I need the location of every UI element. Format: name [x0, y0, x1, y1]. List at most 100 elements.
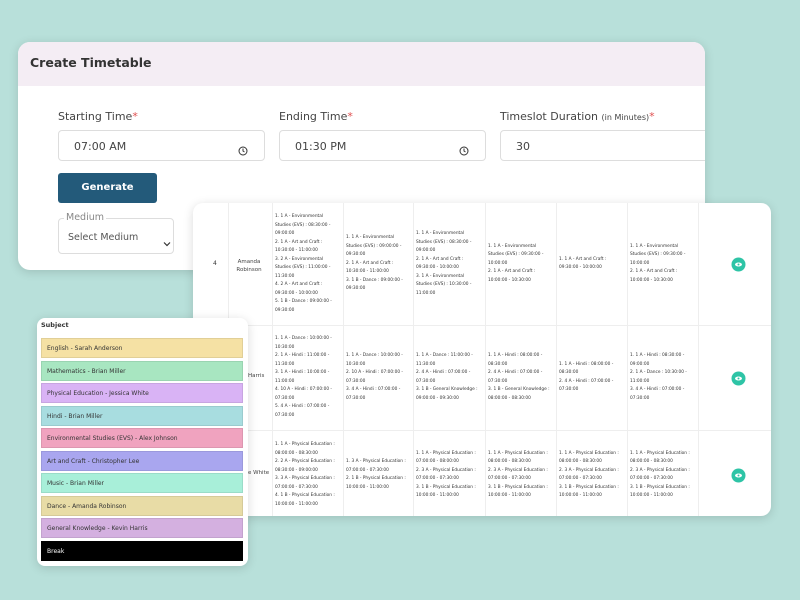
medium-label: Medium	[64, 212, 106, 223]
slot-entry: 2. 4 A - Hindi : 07:00:00 - 07:30:00	[416, 370, 471, 384]
slot-entry: 1. 1 A - Dance : 11:00:00 - 11:30:00	[416, 353, 473, 367]
slot-entry: 2. 1 A - Art and Craft : 10:30:00 - 11:0…	[275, 239, 323, 254]
chevron	[163, 233, 171, 247]
slot-entry: 3. 1 A - Environmental Studies (EVS) : 1…	[416, 273, 472, 296]
field-label: Timeslot Duration (in Minutes)*	[500, 110, 655, 123]
slot-entry: 2. 1 A - Art and Craft : 10:00:00 - 10:3…	[630, 269, 678, 283]
timetable-cell: 1. 1 A - Environmental Studies (EVS) : 0…	[627, 203, 698, 325]
medium-placeholder: Select Medium	[68, 232, 139, 243]
slot-entry: 4. 1 B - Physical Education : 10:00:00 -…	[275, 493, 335, 507]
slot-entry: 1. 1 A - Hindi : 08:30:00 - 09:00:00	[630, 353, 685, 367]
view-button[interactable]	[731, 257, 746, 272]
slot-entry: 1. 1 A - Environmental Studies (EVS) : 0…	[346, 235, 402, 258]
field-label: Ending Time*	[279, 110, 353, 123]
label-hint: (in Minutes)	[601, 113, 650, 122]
slot-entry: 3. 1 B - Physical Education : 10:00:00 -…	[416, 484, 476, 499]
clock-icon	[459, 141, 469, 156]
teacher-name: e White	[248, 470, 270, 476]
slot-entry: 3. 1 B - General Knowledge : 08:00:00 - …	[488, 387, 550, 401]
slot-entry: 3. 2 A - Environmental Studies (EVS) : 1…	[275, 256, 331, 279]
input[interactable]: 01:30 PM	[279, 130, 486, 161]
timetable-card: 4 Amanda Robinson 1. 1 A - Environmental S…	[193, 203, 771, 516]
slot-entry: 1. 1 A - Dance : 10:00:00 - 10:30:00	[275, 336, 332, 350]
timetable-cell: 1. 1 A - Physical Education : 08:00:00 -…	[485, 430, 556, 516]
slot-entry: 1. 3 A - Physical Education : 07:00:00 -…	[346, 459, 406, 473]
slot-entry: 5. 4 A - Hindi : 07:00:00 - 07:30:00	[275, 404, 330, 418]
timetable-cell: 1. 3 A - Physical Education : 07:00:00 -…	[343, 430, 414, 516]
slot-entry: 5. 1 B - Dance : 09:00:00 - 09:30:00	[275, 299, 332, 313]
generate-button[interactable]: Generate	[58, 173, 157, 203]
view-button[interactable]	[731, 371, 746, 386]
column-line	[413, 203, 414, 516]
slot-entry: 3. 1 B - Physical Education : 10:00:00 -…	[630, 484, 690, 499]
slot-entry: 3. 1 B - Physical Education : 10:00:00 -…	[488, 484, 548, 499]
card-title: Create Timetable	[30, 55, 152, 70]
medium-select[interactable]	[58, 218, 174, 254]
slot-entry: 3. 4 A - Hindi : 07:00:00 - 07:30:00	[630, 387, 685, 401]
subject-item: Physical Education - Jessica White	[41, 383, 243, 403]
timetable-cell: 1. 1 A - Physical Education : 07:00:00 -…	[413, 430, 484, 516]
timetable-cell: 1. 1 A - Hindi : 08:00:00 - 08:30:00 2. 4…	[485, 325, 556, 430]
timetable-cell: 1. 1 A - Art and Craft : 09:30:00 - 10:0…	[556, 203, 627, 325]
slot-entry: 1. 1 A - Physical Education : 08:00:00 -…	[275, 442, 335, 456]
subject-item: English - Sarah Anderson	[41, 338, 243, 358]
slot-entry: 3. 1 B - Dance : 09:00:00 - 09:30:00	[346, 277, 403, 292]
clock-icon	[238, 141, 248, 156]
slot-entry: 1. 1 A - Physical Education : 08:00:00 -…	[559, 450, 619, 465]
timetable-cell: 1. 1 A - Dance : 11:00:00 - 11:30:00 2. 4…	[413, 325, 484, 430]
slot-entry: 4. 10 A - Hindi : 07:00:00 - 07:30:00	[275, 387, 332, 401]
slot-entry: 1. 1 A - Physical Education : 08:00:00 -…	[630, 450, 690, 465]
timetable-cell: 1. 1 A - Dance : 10:00:00 - 10:30:00 2. 1…	[272, 325, 343, 430]
timetable-cell: 1. 1 A - Environmental Studies (EVS) : 0…	[343, 203, 414, 325]
timetable-cell: 1. 1 A - Hindi : 08:00:00 - 08:30:00 2. 4…	[556, 325, 627, 430]
subject-item: Dance - Amanda Robinson	[41, 495, 243, 516]
slot-entry: 1. 1 A - Hindi : 08:00:00 - 08:30:00	[559, 361, 614, 376]
slot-entry: 2. 3 A - Physical Education : 07:00:00 -…	[630, 467, 690, 482]
input[interactable]: 30	[500, 130, 705, 161]
subject-title: Subject	[41, 321, 69, 329]
card-header	[18, 42, 705, 86]
view-button[interactable]	[731, 468, 746, 483]
label-text: Timeslot Duration	[500, 110, 599, 123]
teacher-name: Amanda Robinson	[236, 259, 262, 273]
slot-entry: 2. 1 A - Art and Craft : 09:30:00 - 10:0…	[416, 256, 464, 271]
slot-entry: 2. 4 A - Hindi : 07:00:00 - 07:30:00	[488, 370, 543, 384]
slot-entry: 1. 1 A - Hindi : 08:00:00 - 08:30:00	[488, 353, 543, 367]
slot-entry: 3. 3 A - Physical Education : 07:00:00 -…	[275, 476, 335, 490]
column-line	[698, 203, 699, 516]
row-line	[193, 325, 771, 326]
slot-entry: 1. 1 A - Environmental Studies (EVS) : 0…	[630, 243, 686, 266]
slot-entry: 3. 1 B - Physical Education : 10:00:00 -…	[559, 484, 619, 499]
field-label: Starting Time*	[58, 110, 138, 123]
subject-item: General Knowledge - Kevin Harris	[41, 518, 243, 538]
subject-item: Music - Brian Miller	[41, 473, 243, 493]
timetable-cell: 1. 1 A - Hindi : 08:30:00 - 09:00:00 2. 1…	[627, 325, 698, 430]
timetable-cell: 1. 1 A - Environmental Studies (EVS) : 0…	[485, 203, 556, 325]
timetable-cell: 1. 1 A - Physical Education : 08:00:00 -…	[556, 430, 627, 516]
subject-item: Mathematics - Brian Miller	[41, 360, 243, 381]
column-line	[272, 203, 273, 516]
column-line	[485, 203, 486, 516]
slot-entry: 1. 1 A - Environmental Studies (EVS) : 0…	[416, 231, 472, 253]
input[interactable]: 07:00 AM	[58, 130, 265, 161]
slot-entry: 3. 4 A - Hindi : 07:00:00 - 07:30:00	[346, 387, 401, 401]
subject-item: Break	[41, 540, 243, 561]
column-line	[343, 203, 344, 516]
slot-entry: 2. 10 A - Hindi : 07:00:00 - 07:30:00	[346, 370, 403, 384]
row-index: 4	[213, 260, 217, 267]
row-line	[193, 430, 771, 431]
timetable-cell: 1. 1 A - Physical Education : 08:00:00 -…	[272, 430, 343, 516]
timetable-cell: 1. 1 A - Environmental Studies (EVS) : 0…	[272, 203, 343, 325]
slot-entry: 2. 1 A - Dance : 10:30:00 - 11:00:00	[630, 370, 687, 384]
slot-entry: 3. 1 A - Hindi : 10:00:00 - 11:00:00	[275, 370, 330, 384]
slot-entry: 1. 1 A - Environmental Studies (EVS) : 0…	[488, 243, 544, 266]
subject-item: Hindi - Brian Miller	[41, 405, 243, 426]
slot-entry: 3. 1 B - General Knowledge : 09:00:00 - …	[416, 387, 478, 401]
slot-entry: 2. 4 A - Hindi : 07:00:00 - 07:30:00	[559, 378, 614, 393]
timetable-cell: 1. 1 A - Physical Education : 08:00:00 -…	[627, 430, 698, 516]
subject-item: Environmental Studies (EVS) - Alex Johns…	[41, 428, 243, 448]
timetable-cell: 1. 1 A - Environmental Studies (EVS) : 0…	[413, 203, 484, 325]
timetable-cell: 1. 1 A - Dance : 10:00:00 - 10:30:00 2. 1…	[343, 325, 414, 430]
teacher-name: Harris	[248, 372, 265, 379]
